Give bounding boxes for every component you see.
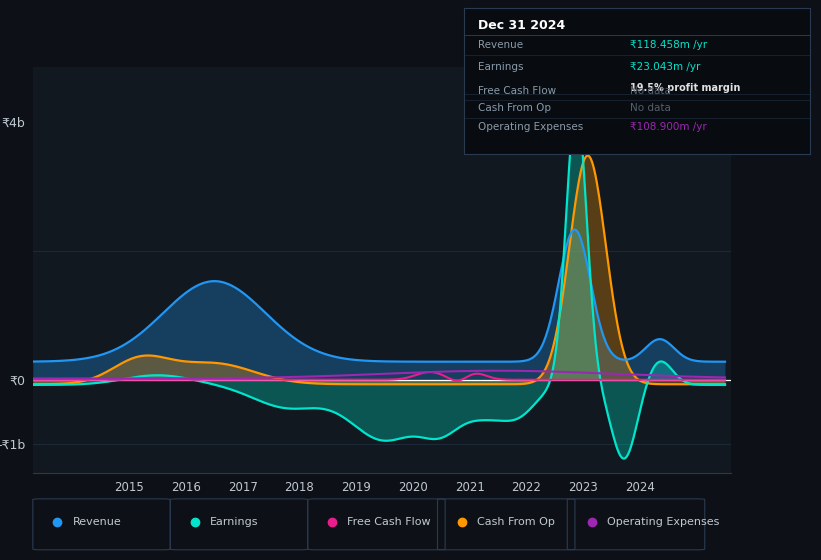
- Text: 19.5% profit margin: 19.5% profit margin: [631, 83, 741, 92]
- Text: Cash From Op: Cash From Op: [478, 103, 551, 113]
- Text: No data: No data: [631, 103, 671, 113]
- Text: Earnings: Earnings: [210, 517, 259, 527]
- Text: Free Cash Flow: Free Cash Flow: [347, 517, 431, 527]
- Text: Revenue: Revenue: [478, 40, 523, 50]
- Text: Earnings: Earnings: [478, 62, 523, 72]
- Text: Free Cash Flow: Free Cash Flow: [478, 86, 556, 96]
- Text: Dec 31 2024: Dec 31 2024: [478, 18, 565, 31]
- Text: Operating Expenses: Operating Expenses: [478, 122, 583, 132]
- Text: No data: No data: [631, 86, 671, 96]
- Text: ₹23.043m /yr: ₹23.043m /yr: [631, 62, 700, 72]
- Text: ₹108.900m /yr: ₹108.900m /yr: [631, 122, 707, 132]
- Text: Operating Expenses: Operating Expenses: [607, 517, 719, 527]
- Text: Revenue: Revenue: [72, 517, 122, 527]
- Text: Cash From Op: Cash From Op: [477, 517, 555, 527]
- Text: ₹118.458m /yr: ₹118.458m /yr: [631, 40, 708, 50]
